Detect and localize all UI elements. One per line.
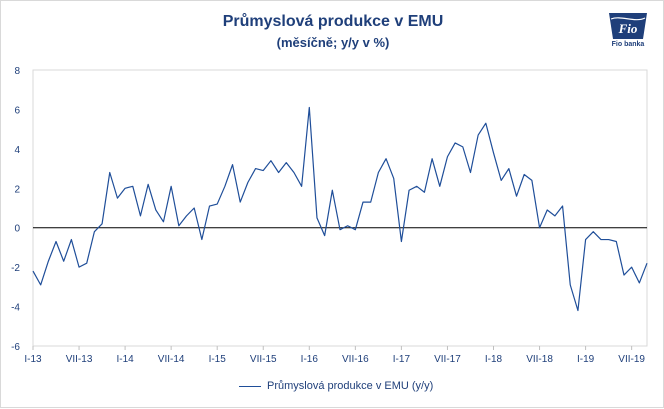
x-tick-label: I-19 bbox=[577, 354, 595, 365]
x-tick-label: I-13 bbox=[24, 354, 42, 365]
fio-logo-icon: Fio bbox=[609, 13, 647, 39]
x-tick-label: VII-13 bbox=[66, 354, 93, 365]
chart-subtitle: (měsíčně; y/y v %) bbox=[276, 35, 390, 50]
x-tick-label: I-16 bbox=[301, 354, 319, 365]
x-tick-label: VII-16 bbox=[342, 354, 369, 365]
logo-mark: Fio bbox=[618, 21, 638, 36]
logo-text: Fio banka bbox=[611, 41, 645, 48]
legend: Průmyslová produkce v EMU (y/y) bbox=[239, 378, 433, 394]
y-tick-label: -2 bbox=[11, 263, 20, 274]
y-tick-label: 6 bbox=[14, 105, 20, 116]
x-tick-label: VII-14 bbox=[158, 354, 185, 365]
x-tick-label: I-14 bbox=[116, 354, 134, 365]
series-line bbox=[32, 106, 648, 312]
y-tick-label: 0 bbox=[14, 224, 20, 235]
x-tick-label: VII-19 bbox=[618, 354, 645, 365]
y-tick-label: 8 bbox=[14, 66, 20, 77]
x-tick-label: I-17 bbox=[393, 354, 411, 365]
plot-area bbox=[32, 69, 648, 347]
y-tick-label: -4 bbox=[11, 303, 20, 314]
x-tick-label: VII-18 bbox=[526, 354, 553, 365]
chart-title: Průmyslová produkce v EMU bbox=[222, 13, 444, 30]
y-tick-label: -6 bbox=[11, 342, 20, 353]
x-tick-label: VII-15 bbox=[250, 354, 277, 365]
y-tick-label: 4 bbox=[14, 145, 20, 156]
x-tick-label: VII-17 bbox=[434, 354, 461, 365]
y-tick-label: 2 bbox=[14, 184, 20, 195]
legend-line-swatch bbox=[239, 385, 261, 387]
x-tick-label: I-15 bbox=[209, 354, 227, 365]
legend-label: Průmyslová produkce v EMU (y/y) bbox=[267, 380, 434, 392]
x-tick-label: I-18 bbox=[485, 354, 503, 365]
